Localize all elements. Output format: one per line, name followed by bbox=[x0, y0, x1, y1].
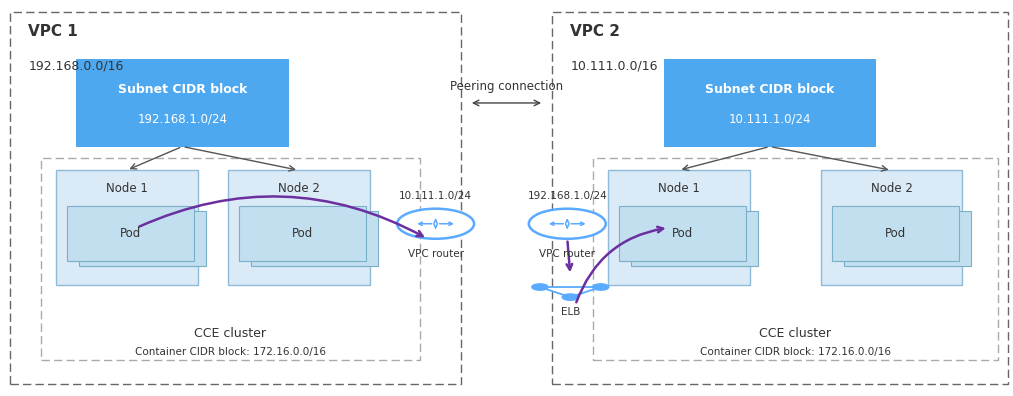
Text: Pod: Pod bbox=[292, 227, 313, 240]
Text: Pod: Pod bbox=[672, 227, 693, 240]
Bar bbox=[631, 211, 759, 266]
Text: Node 2: Node 2 bbox=[870, 182, 913, 195]
Circle shape bbox=[529, 209, 606, 239]
Text: Pod: Pod bbox=[884, 227, 906, 240]
Text: CCE cluster: CCE cluster bbox=[194, 327, 266, 340]
Text: CCE cluster: CCE cluster bbox=[759, 327, 832, 340]
Bar bbox=[67, 206, 194, 261]
Text: Subnet CIDR block: Subnet CIDR block bbox=[705, 83, 835, 95]
Bar bbox=[664, 59, 876, 147]
Text: ELB: ELB bbox=[560, 307, 580, 317]
Text: Pod: Pod bbox=[120, 227, 141, 240]
Text: VPC router: VPC router bbox=[407, 249, 464, 259]
Bar bbox=[251, 211, 379, 266]
Text: Peering connection: Peering connection bbox=[450, 80, 563, 93]
Bar bbox=[228, 170, 370, 285]
Circle shape bbox=[532, 284, 548, 290]
Circle shape bbox=[562, 294, 578, 300]
Text: 10.111.0.0/16: 10.111.0.0/16 bbox=[570, 59, 657, 72]
Bar bbox=[41, 158, 420, 360]
Text: Node 2: Node 2 bbox=[278, 182, 320, 195]
Text: 10.111.1.0/24: 10.111.1.0/24 bbox=[399, 191, 472, 201]
Text: 192.168.1.0/24: 192.168.1.0/24 bbox=[528, 191, 607, 201]
Bar bbox=[593, 158, 998, 360]
Bar bbox=[76, 59, 289, 147]
Bar bbox=[608, 170, 750, 285]
Text: Container CIDR block: 172.16.0.0/16: Container CIDR block: 172.16.0.0/16 bbox=[135, 346, 326, 356]
Text: 10.111.1.0/24: 10.111.1.0/24 bbox=[728, 112, 811, 125]
Bar bbox=[552, 12, 1008, 384]
Text: VPC router: VPC router bbox=[539, 249, 596, 259]
Text: VPC 1: VPC 1 bbox=[28, 24, 78, 39]
Text: Subnet CIDR block: Subnet CIDR block bbox=[118, 83, 247, 95]
Circle shape bbox=[593, 284, 609, 290]
Bar bbox=[56, 170, 198, 285]
Text: 192.168.1.0/24: 192.168.1.0/24 bbox=[138, 112, 227, 125]
Bar bbox=[10, 12, 461, 384]
Text: Container CIDR block: 172.16.0.0/16: Container CIDR block: 172.16.0.0/16 bbox=[700, 346, 890, 356]
Text: Node 1: Node 1 bbox=[105, 182, 148, 195]
Text: Node 1: Node 1 bbox=[657, 182, 700, 195]
Text: VPC 2: VPC 2 bbox=[570, 24, 620, 39]
Bar bbox=[79, 211, 207, 266]
Circle shape bbox=[397, 209, 474, 239]
Text: 192.168.0.0/16: 192.168.0.0/16 bbox=[28, 59, 124, 72]
Bar bbox=[832, 206, 959, 261]
Bar bbox=[844, 211, 971, 266]
Bar bbox=[821, 170, 962, 285]
Bar bbox=[619, 206, 747, 261]
Bar bbox=[239, 206, 367, 261]
